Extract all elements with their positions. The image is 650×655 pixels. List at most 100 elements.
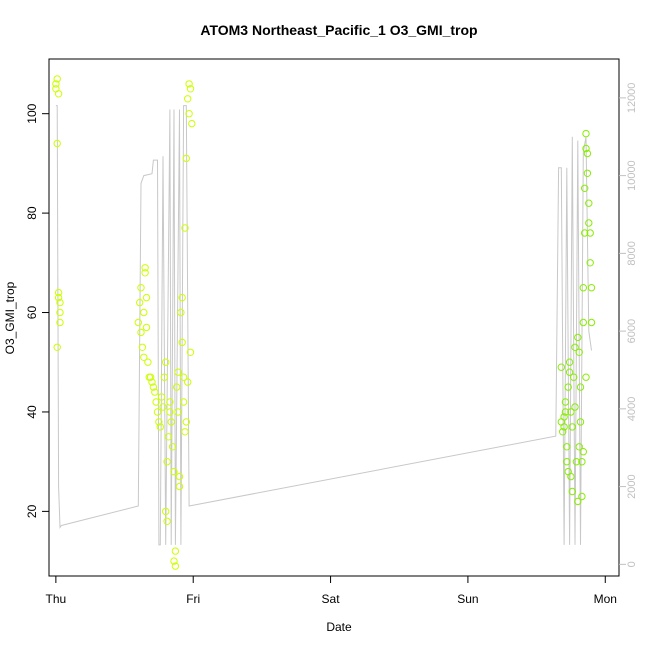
data-point [157, 393, 166, 401]
data-point [54, 293, 63, 302]
data-point [587, 284, 596, 292]
data-point [156, 423, 165, 431]
data-point [561, 408, 570, 416]
data-point [178, 293, 186, 302]
y2-tick-label: 0 [626, 561, 638, 567]
data-point [175, 472, 184, 481]
data-point [188, 119, 196, 128]
data-point [582, 373, 590, 381]
data-point [162, 507, 170, 516]
chart-title: ATOM3 Northeast_Pacific_1 O3_GMI_trop [200, 22, 477, 38]
data-point [152, 398, 160, 406]
data-point [578, 458, 586, 466]
data-point [155, 418, 163, 426]
data-point [565, 368, 574, 376]
data-point [571, 403, 579, 411]
data-point [563, 458, 571, 466]
data-point [138, 343, 147, 351]
data-point [170, 467, 178, 476]
data-point [582, 129, 590, 138]
data-point [177, 308, 185, 317]
data-point [56, 318, 64, 327]
data-point [583, 149, 592, 158]
data-point [56, 308, 64, 317]
data-point [576, 418, 585, 426]
data-point [563, 443, 571, 451]
data-point [559, 428, 567, 436]
data-point [579, 448, 587, 456]
y2-tick-label: 4000 [626, 397, 638, 421]
data-point [579, 284, 587, 292]
data-point [140, 308, 148, 317]
data-point [568, 487, 576, 496]
data-point [141, 269, 149, 277]
x-axis-label: Date [326, 620, 352, 634]
data-point [181, 224, 189, 232]
plot-frame [48, 58, 620, 577]
data-point [565, 358, 574, 366]
data-point [53, 75, 61, 83]
data-point [164, 433, 173, 441]
axes: Thu Fri Sat Sun Mon 20 40 60 80 100 0 2000 4000 6000 8… [25, 83, 638, 606]
data-point [179, 373, 188, 381]
data-point [179, 398, 188, 406]
data-point [142, 323, 151, 332]
data-point [148, 378, 156, 386]
data-point [137, 328, 145, 337]
data-point [54, 90, 63, 98]
data-point [564, 383, 572, 391]
data-point [137, 284, 145, 292]
y2-tick-label: 6000 [626, 319, 638, 343]
data-point [567, 408, 575, 416]
y2-tick-label: 12000 [626, 83, 638, 114]
data-point [579, 318, 587, 327]
y2-tick-label: 10000 [626, 160, 638, 191]
data-point [568, 423, 576, 431]
y2-tick-label: 2000 [626, 474, 638, 498]
data-point [186, 85, 195, 93]
data-point [175, 482, 184, 491]
data-point [53, 139, 61, 148]
data-point [587, 318, 596, 327]
data-point [184, 95, 192, 103]
y-axis-label: O3_GMI_trop [3, 281, 17, 354]
data-point [174, 368, 182, 376]
data-point [585, 219, 593, 227]
x-tick-label: Fri [186, 592, 200, 606]
y2-tick-label: 8000 [626, 241, 638, 265]
data-point [170, 557, 178, 565]
data-point [572, 458, 581, 466]
y-tick-label: 40 [25, 405, 39, 419]
data-point [560, 423, 568, 431]
data-point [153, 408, 162, 416]
data-point [182, 418, 191, 426]
data-point [163, 458, 171, 466]
data-point [185, 110, 193, 118]
data-point [186, 348, 195, 356]
plot-area [52, 75, 596, 570]
data-point [144, 358, 152, 366]
data-point [136, 298, 144, 307]
data-point [140, 353, 148, 361]
data-point [557, 363, 565, 371]
data-point [52, 80, 60, 88]
data-point [162, 358, 170, 366]
data-point [575, 443, 583, 451]
data-point [571, 343, 579, 351]
data-point [586, 229, 594, 237]
data-point [159, 403, 167, 411]
y-tick-label: 60 [25, 306, 39, 320]
data-point [574, 497, 582, 506]
data-point [56, 298, 64, 307]
data-point [53, 343, 61, 351]
y-tick-label: 80 [25, 206, 39, 220]
data-point [185, 80, 193, 88]
data-point [146, 373, 155, 381]
data-point [168, 443, 177, 451]
data-point [134, 318, 143, 327]
y-tick-label: 100 [25, 103, 39, 123]
data-point [570, 373, 578, 381]
data-point [581, 184, 589, 193]
y-tick-label: 20 [25, 504, 39, 518]
